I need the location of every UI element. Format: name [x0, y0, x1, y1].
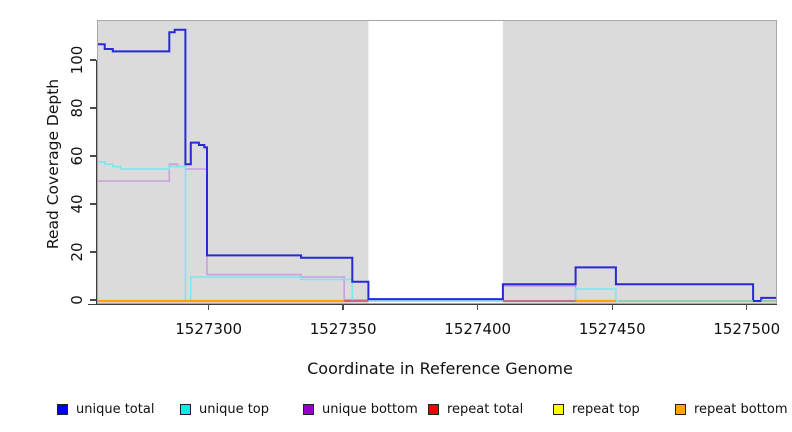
legend-swatch-unique-top — [180, 403, 191, 415]
legend-swatch-repeat-total — [428, 403, 439, 415]
legend-label: repeat top — [572, 401, 640, 417]
y-tick — [90, 59, 96, 61]
unique-total-line — [98, 28, 776, 302]
legend-label: repeat bottom — [694, 401, 788, 417]
legend-swatch-repeat-top — [553, 403, 564, 415]
y-tick-label: 80 — [68, 98, 86, 118]
legend-item-unique-total: unique total — [57, 401, 154, 417]
y-axis-title: Read Coverage Depth — [44, 78, 62, 250]
legend-swatch-unique-total — [57, 403, 68, 415]
legend-item-unique-bottom: unique bottom — [303, 401, 418, 417]
y-tick — [90, 107, 96, 109]
y-tick — [90, 203, 96, 205]
highlight-band — [368, 21, 503, 303]
y-tick-label: 40 — [68, 194, 86, 214]
coverage-plot-canvas — [98, 21, 776, 303]
legend-label: unique bottom — [322, 401, 418, 417]
legend-item-repeat-total: repeat total — [428, 401, 523, 417]
plot-panel — [97, 20, 777, 304]
legend-item-repeat-bottom: repeat bottom — [675, 401, 788, 417]
y-tick — [90, 299, 96, 301]
x-tick — [611, 304, 613, 310]
y-tick-label: 100 — [68, 45, 86, 75]
y-axis-line — [95, 60, 97, 304]
legend-item-repeat-top: repeat top — [553, 401, 640, 417]
y-tick — [90, 251, 96, 253]
x-tick-label: 1527450 — [578, 320, 646, 338]
x-tick-label: 1527400 — [444, 320, 512, 338]
legend-swatch-unique-bottom — [303, 403, 314, 415]
x-axis-title: Coordinate in Reference Genome — [307, 359, 573, 378]
legend-label: unique total — [76, 401, 155, 417]
legend-item-unique-top: unique top — [180, 401, 269, 417]
x-tick-label: 1527500 — [713, 320, 781, 338]
y-tick-label: 60 — [68, 146, 86, 166]
x-tick — [342, 304, 344, 310]
x-tick — [477, 304, 479, 310]
legend-swatch-repeat-bottom — [675, 403, 686, 415]
x-tick-label: 1527350 — [309, 320, 377, 338]
y-tick-label: 0 — [68, 295, 86, 305]
x-tick — [207, 304, 210, 310]
legend-label: repeat total — [447, 401, 524, 417]
x-tick-label: 1527300 — [175, 320, 243, 338]
legend-label: unique top — [199, 401, 270, 417]
legend: unique total unique top unique bottom repea… — [0, 399, 792, 423]
y-tick — [90, 155, 96, 157]
y-tick-label: 20 — [68, 242, 86, 262]
x-axis-line — [88, 304, 777, 306]
x-tick — [746, 304, 748, 310]
